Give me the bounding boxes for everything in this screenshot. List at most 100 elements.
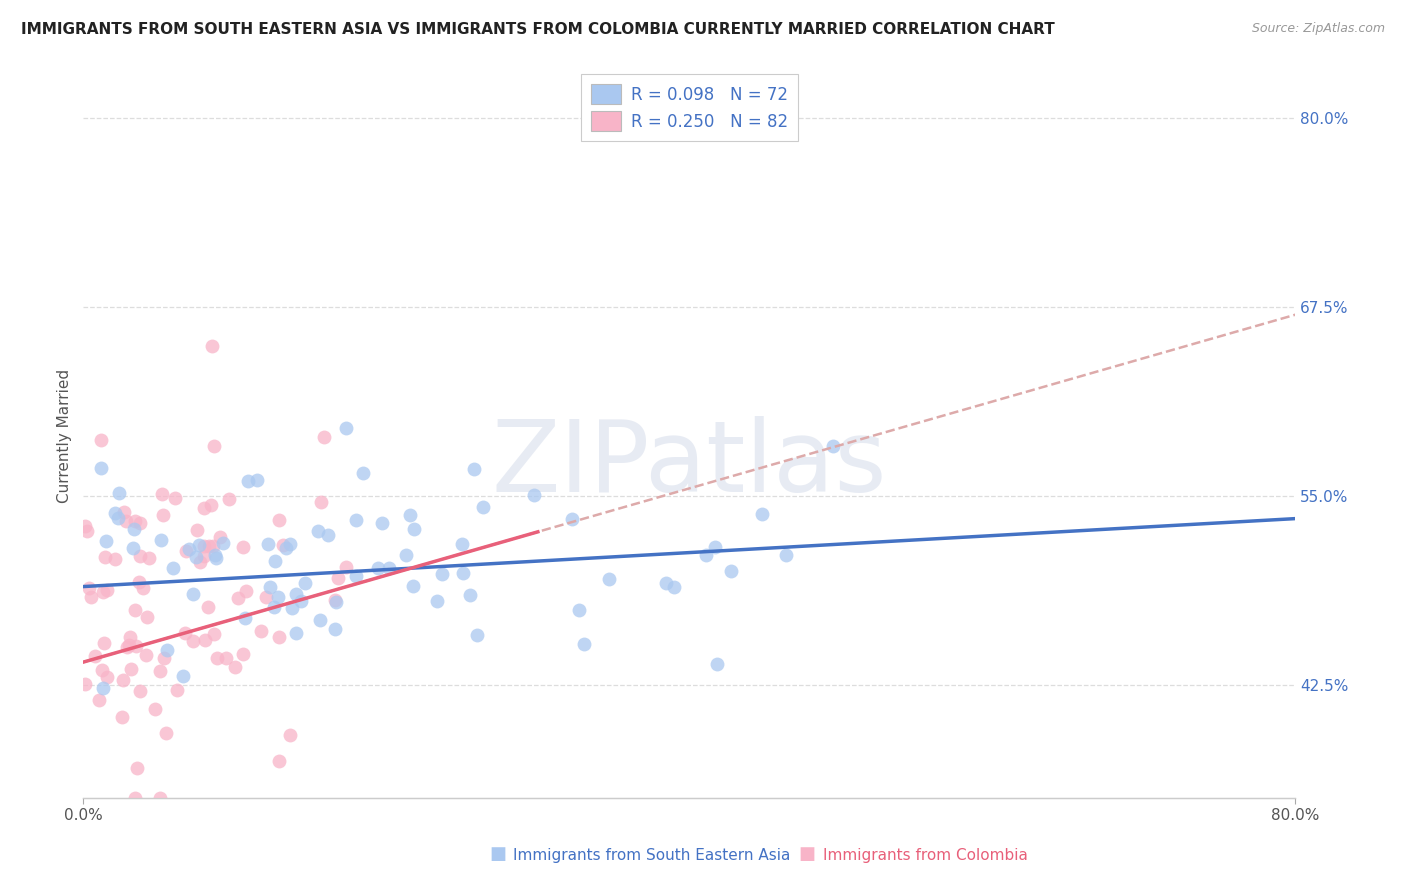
Point	[208, 530, 231, 544]
Point	[124, 603, 146, 617]
Point	[269, 630, 291, 644]
Point	[200, 498, 222, 512]
Point	[233, 611, 256, 625]
Point	[181, 633, 204, 648]
Point	[112, 505, 135, 519]
Point	[238, 474, 260, 488]
Point	[215, 650, 238, 665]
Text: ■: ■	[799, 846, 815, 863]
Point	[398, 508, 420, 523]
Point	[91, 663, 114, 677]
Point	[107, 511, 129, 525]
Point	[173, 626, 195, 640]
Point	[335, 421, 357, 435]
Point	[120, 630, 142, 644]
Point	[269, 513, 291, 527]
Point	[204, 551, 226, 566]
Point	[73, 677, 96, 691]
Point	[281, 601, 304, 615]
Point	[572, 637, 595, 651]
Point	[224, 660, 246, 674]
Point	[132, 581, 155, 595]
Point	[285, 626, 308, 640]
Point	[352, 467, 374, 481]
Point	[149, 533, 172, 548]
Point	[280, 537, 302, 551]
Point	[371, 516, 394, 530]
Point	[124, 514, 146, 528]
Point	[706, 657, 728, 671]
Point	[124, 791, 146, 805]
Point	[104, 552, 127, 566]
Point	[94, 534, 117, 549]
Point	[426, 593, 449, 607]
Point	[212, 535, 235, 549]
Point	[232, 540, 254, 554]
Text: Immigrants from South Eastern Asia: Immigrants from South Eastern Asia	[513, 848, 790, 863]
Point	[124, 523, 146, 537]
Point	[87, 692, 110, 706]
Point	[136, 610, 159, 624]
Point	[149, 791, 172, 805]
Point	[323, 593, 346, 607]
Point	[128, 574, 150, 589]
Point	[561, 511, 583, 525]
Point	[96, 670, 118, 684]
Point	[129, 516, 152, 530]
Point	[108, 485, 131, 500]
Point	[115, 640, 138, 655]
Point	[404, 522, 426, 536]
Point	[205, 651, 228, 665]
Point	[263, 599, 285, 614]
Point	[309, 495, 332, 509]
Point	[250, 624, 273, 639]
Point	[235, 583, 257, 598]
Point	[76, 524, 98, 538]
Point	[256, 537, 278, 551]
Point	[125, 761, 148, 775]
Point	[316, 528, 339, 542]
Point	[402, 579, 425, 593]
Point	[325, 594, 347, 608]
Point	[176, 543, 198, 558]
Point	[129, 549, 152, 564]
Point	[695, 548, 717, 562]
Point	[112, 673, 135, 687]
Point	[93, 636, 115, 650]
Point	[115, 514, 138, 528]
Point	[77, 581, 100, 595]
Point	[155, 726, 177, 740]
Point	[186, 550, 208, 565]
Point	[94, 550, 117, 565]
Point	[73, 519, 96, 533]
Point	[186, 523, 208, 537]
Point	[662, 580, 685, 594]
Text: ■: ■	[489, 846, 506, 863]
Point	[201, 339, 224, 353]
Point	[432, 567, 454, 582]
Point	[153, 651, 176, 665]
Point	[246, 473, 269, 487]
Point	[314, 429, 336, 443]
Point	[194, 633, 217, 648]
Text: ZIPatlas: ZIPatlas	[492, 416, 887, 513]
Point	[458, 588, 481, 602]
Point	[149, 664, 172, 678]
Point	[122, 541, 145, 555]
Point	[568, 603, 591, 617]
Point	[96, 582, 118, 597]
Point	[152, 508, 174, 522]
Point	[344, 568, 367, 582]
Point	[197, 599, 219, 614]
Point	[90, 460, 112, 475]
Point	[395, 548, 418, 562]
Point	[198, 539, 221, 553]
Text: IMMIGRANTS FROM SOUTH EASTERN ASIA VS IMMIGRANTS FROM COLOMBIA CURRENTLY MARRIED: IMMIGRANTS FROM SOUTH EASTERN ASIA VS IM…	[21, 22, 1054, 37]
Point	[232, 647, 254, 661]
Point	[193, 500, 215, 515]
Point	[655, 575, 678, 590]
Point	[118, 638, 141, 652]
Point	[294, 576, 316, 591]
Point	[150, 486, 173, 500]
Legend: R = 0.098   N = 72, R = 0.250   N = 82: R = 0.098 N = 72, R = 0.250 N = 82	[581, 74, 799, 142]
